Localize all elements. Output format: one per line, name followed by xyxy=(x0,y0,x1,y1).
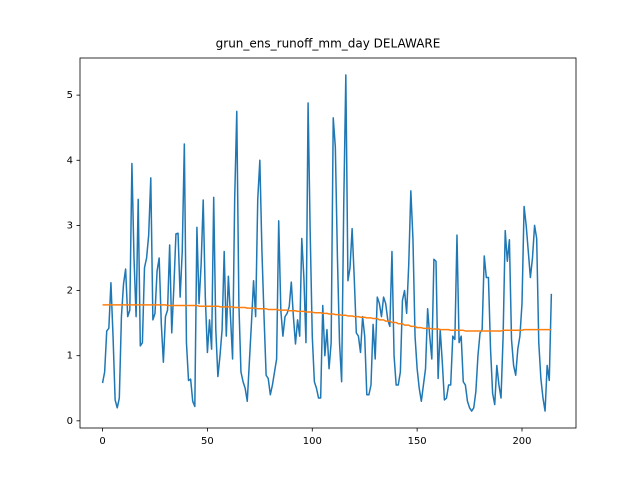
y-tick-label: 2 xyxy=(67,286,73,297)
x-tick-label: 100 xyxy=(303,436,322,447)
x-tick-label: 0 xyxy=(99,436,105,447)
y-tick-label: 5 xyxy=(67,90,73,101)
x-tick-label: 150 xyxy=(408,436,427,447)
x-tick-label: 200 xyxy=(512,436,531,447)
chart-title: grun_ens_runoff_mm_day DELAWARE xyxy=(216,37,441,51)
y-tick-label: 1 xyxy=(67,351,73,362)
y-tick-label: 0 xyxy=(67,416,73,427)
plot-frame xyxy=(79,57,577,429)
y-tick-label: 3 xyxy=(67,220,73,231)
line-series xyxy=(101,74,553,412)
y-tick-label: 4 xyxy=(67,155,73,166)
x-tick-label: 50 xyxy=(201,436,214,447)
line-series xyxy=(102,304,552,332)
